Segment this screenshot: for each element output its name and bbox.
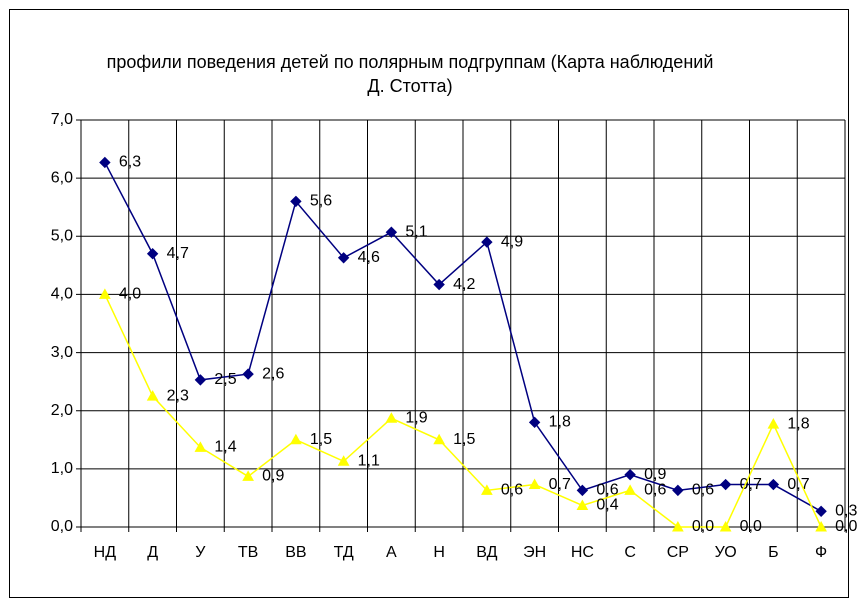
x-tick-label: С	[624, 544, 636, 561]
data-label: 0,3	[835, 503, 857, 520]
marker	[99, 156, 111, 169]
data-label: 4,0	[119, 286, 141, 303]
data-label: 0,9	[644, 466, 666, 483]
series-line	[104, 294, 822, 528]
x-tick-label: Ф	[815, 544, 827, 561]
data-label: 1,5	[453, 431, 475, 448]
x-tick-label: ВВ	[285, 544, 306, 561]
data-label: 1,8	[549, 414, 571, 431]
marker	[481, 484, 493, 495]
marker	[433, 433, 445, 445]
x-tick-label: ЭН	[523, 544, 546, 561]
marker	[528, 478, 541, 490]
data-label: 1,9	[405, 409, 427, 426]
marker	[767, 418, 780, 429]
marker	[767, 478, 780, 491]
marker	[528, 416, 541, 429]
x-tick-label: СР	[667, 544, 689, 561]
chart-title: профили поведения детей по полярным подг…	[106, 52, 714, 96]
marker	[290, 195, 302, 208]
data-label: 0,7	[549, 476, 571, 493]
data-label: 6,3	[119, 154, 141, 171]
data-label: 0,0	[740, 518, 762, 535]
x-tick-label: ВД	[476, 544, 497, 561]
data-label: 0,7	[740, 476, 762, 493]
data-label: 0,6	[501, 482, 523, 499]
data-label: 0,0	[835, 518, 857, 535]
data-label: 0,4	[596, 497, 618, 514]
marker	[624, 468, 636, 481]
x-tick-label: ТД	[334, 544, 354, 561]
marker	[99, 288, 111, 299]
marker	[290, 433, 302, 445]
y-tick-label: 3,0	[51, 344, 73, 361]
marker	[719, 478, 732, 491]
data-label: 5,6	[310, 193, 332, 210]
marker	[194, 374, 207, 386]
x-tick-label: НС	[571, 544, 594, 561]
x-tick-label: ТВ	[238, 544, 258, 561]
marker	[719, 520, 732, 532]
data-label: 1,1	[358, 453, 380, 470]
y-tick-label: 2,0	[51, 402, 73, 419]
marker	[672, 484, 684, 497]
data-label: 4,7	[167, 245, 189, 262]
data-label: 2,5	[214, 371, 236, 388]
marker	[194, 441, 207, 452]
data-label: 4,9	[501, 233, 523, 250]
data-label: 1,5	[310, 431, 332, 448]
marker	[337, 455, 350, 466]
x-tick-label: Д	[147, 544, 158, 561]
data-label: 2,6	[262, 365, 284, 382]
chart-border	[9, 9, 849, 598]
marker	[337, 252, 350, 264]
marker	[146, 248, 159, 260]
x-tick-label: УО	[715, 544, 737, 561]
data-label: 0,6	[644, 482, 666, 499]
y-tick-label: 7,0	[51, 111, 73, 128]
x-tick-label: Б	[768, 544, 779, 561]
series-line	[104, 162, 822, 512]
marker	[242, 470, 254, 481]
data-label: 4,6	[358, 249, 380, 266]
x-tick-label: А	[386, 544, 397, 561]
data-label: 0,6	[596, 482, 618, 499]
data-label: 0,9	[262, 468, 284, 485]
data-label: 5,1	[405, 223, 427, 240]
y-tick-label: 4,0	[51, 286, 73, 303]
marker	[576, 484, 589, 497]
marker	[624, 484, 636, 495]
y-tick-label: 6,0	[51, 169, 73, 186]
data-label: 0,0	[692, 518, 714, 535]
marker	[481, 236, 493, 248]
x-tick-label: У	[195, 544, 206, 561]
marker	[815, 520, 827, 532]
marker	[672, 520, 684, 532]
data-label: 2,3	[167, 387, 189, 404]
data-label: 1,4	[214, 439, 236, 456]
y-tick-label: 5,0	[51, 228, 73, 245]
data-label: 0,6	[692, 482, 714, 499]
y-tick-label: 1,0	[51, 460, 73, 477]
data-label: 4,2	[453, 276, 475, 293]
y-tick-label: 0,0	[51, 518, 73, 535]
marker	[433, 278, 445, 291]
data-label: 1,8	[787, 415, 809, 432]
marker	[242, 368, 254, 380]
marker	[815, 505, 827, 518]
data-label: 0,7	[787, 476, 809, 493]
x-tick-label: НД	[94, 544, 117, 561]
marker	[385, 412, 398, 423]
marker	[146, 390, 159, 401]
x-tick-label: Н	[433, 544, 445, 561]
marker	[385, 226, 398, 238]
marker	[576, 499, 589, 510]
